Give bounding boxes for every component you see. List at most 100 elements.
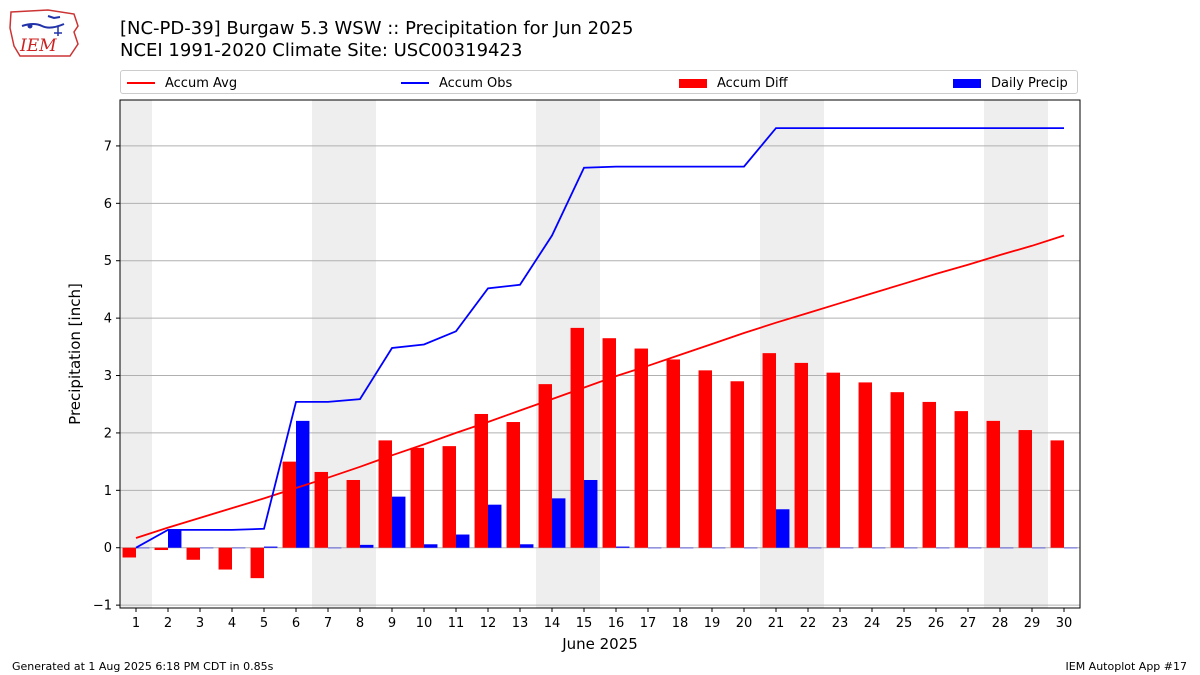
x-tick-label: 21 [768,616,785,631]
x-tick-label: 10 [416,616,433,631]
y-axis-label: Precipitation [inch] [66,283,84,425]
daily-precip-bar [584,479,598,548]
logo-text: IEM [19,36,57,56]
daily-precip-bar [168,529,182,548]
daily-precip-bar [200,547,214,549]
accum-diff-bar [186,547,200,560]
accum-diff-bar [154,547,168,551]
accum-diff-bar [250,547,264,579]
legend-label-daily-precip: Daily Precip [991,75,1068,91]
x-tick-label: 2 [164,616,172,631]
daily-precip-bar [456,534,470,548]
legend-item-accum-obs: Accum Obs [401,74,512,92]
daily-precip-bar [1064,547,1078,549]
daily-precip-bar [616,546,630,548]
accum-obs-line [135,127,1064,549]
daily-precip-bar [296,420,310,548]
x-tick-label: 5 [260,616,268,631]
y-tick-label: −1 [93,599,112,614]
x-tick-label: 22 [800,616,817,631]
x-tick-label: 28 [992,616,1009,631]
daily-precip-bar [744,547,758,549]
accum-diff-bar [122,547,136,558]
y-tick-label: 6 [104,197,112,212]
app-note: IEM Autoplot App #17 [1065,660,1188,673]
daily-precip-bar [488,504,502,548]
x-tick-label: 13 [512,616,529,631]
accum-diff-bar [698,370,712,548]
accum-diff-bar [986,420,1000,548]
daily-precip-bar [872,547,886,549]
daily-precip-bar [648,547,662,549]
x-tick-label: 15 [576,616,593,631]
x-tick-label: 23 [832,616,849,631]
accum-diff-bar [794,362,808,548]
daily-precip-bar [520,544,534,548]
legend-label-accum-diff: Accum Diff [717,75,788,91]
accum-diff-bar [826,372,840,548]
accum-diff-bar [538,384,552,548]
daily-precip-bar [968,547,982,549]
daily-precip-bar [328,547,342,549]
y-tick-label: 1 [104,484,112,499]
legend-item-daily-precip: Daily Precip [953,74,1068,92]
accum-diff-bar [282,461,296,548]
x-tick-label: 12 [480,616,497,631]
legend-swatch-accum-obs [401,82,429,84]
x-tick-label: 4 [228,616,236,631]
daily-precip-bar [264,546,278,548]
accum-diff-bar [570,327,584,548]
daily-precip-bar [360,544,374,548]
x-tick-label: 20 [736,616,753,631]
x-tick-label: 17 [640,616,657,631]
legend-swatch-daily-precip [953,78,981,88]
accum-diff-bar [634,348,648,548]
y-tick-label: 4 [104,312,112,327]
y-tick-label: 0 [104,541,112,556]
daily-precip-bar [840,547,854,549]
chart-legend: Accum Avg Accum Obs Accum Diff Daily Pre… [120,70,1078,94]
daily-precip-bar [808,547,822,549]
x-tick-label: 25 [896,616,913,631]
accum-diff-bar [666,359,680,548]
legend-item-accum-diff: Accum Diff [679,74,788,92]
accum-diff-bar [762,353,776,548]
daily-precip-bar [424,544,438,548]
x-tick-label: 30 [1056,616,1073,631]
generated-note: Generated at 1 Aug 2025 6:18 PM CDT in 0… [12,660,274,673]
plot-frame [119,99,1081,609]
chart-title: [NC-PD-39] Burgaw 5.3 WSW :: Precipitati… [120,18,634,39]
accum-diff-bar [218,547,232,570]
chart-subtitle: NCEI 1991-2020 Climate Site: USC00319423 [120,40,523,61]
daily-precip-bar [936,547,950,549]
accum-diff-bar [730,381,744,548]
accum-diff-bar [954,411,968,548]
x-tick-label: 27 [960,616,977,631]
x-tick-label: 29 [1024,616,1041,631]
x-axis-label: June 2025 [561,635,638,653]
y-gridlines [120,145,1080,606]
x-tick-label: 18 [672,616,689,631]
daily-precip-bar [904,547,918,549]
x-tick-label: 7 [324,616,332,631]
daily-precip-bar [552,498,566,548]
x-tick-label: 6 [292,616,300,631]
accum-diff-bar [346,479,360,548]
daily-precip-bar [712,547,726,549]
series-lines [135,127,1065,549]
accum-diff-bar [378,440,392,548]
accum-diff-bar [1018,430,1032,548]
x-tick-label: 26 [928,616,945,631]
accum-diff-bar [1050,440,1064,548]
x-tick-label: 11 [448,616,465,631]
legend-swatch-accum-diff [679,78,707,88]
legend-label-accum-avg: Accum Avg [165,75,238,91]
weekend-band [120,100,152,608]
daily-precip-bar [1000,547,1014,549]
legend-swatch-accum-avg [127,82,155,84]
y-tick-label: 5 [104,254,112,269]
accum-diff-bar [410,447,424,548]
accum-avg-line [135,234,1065,539]
